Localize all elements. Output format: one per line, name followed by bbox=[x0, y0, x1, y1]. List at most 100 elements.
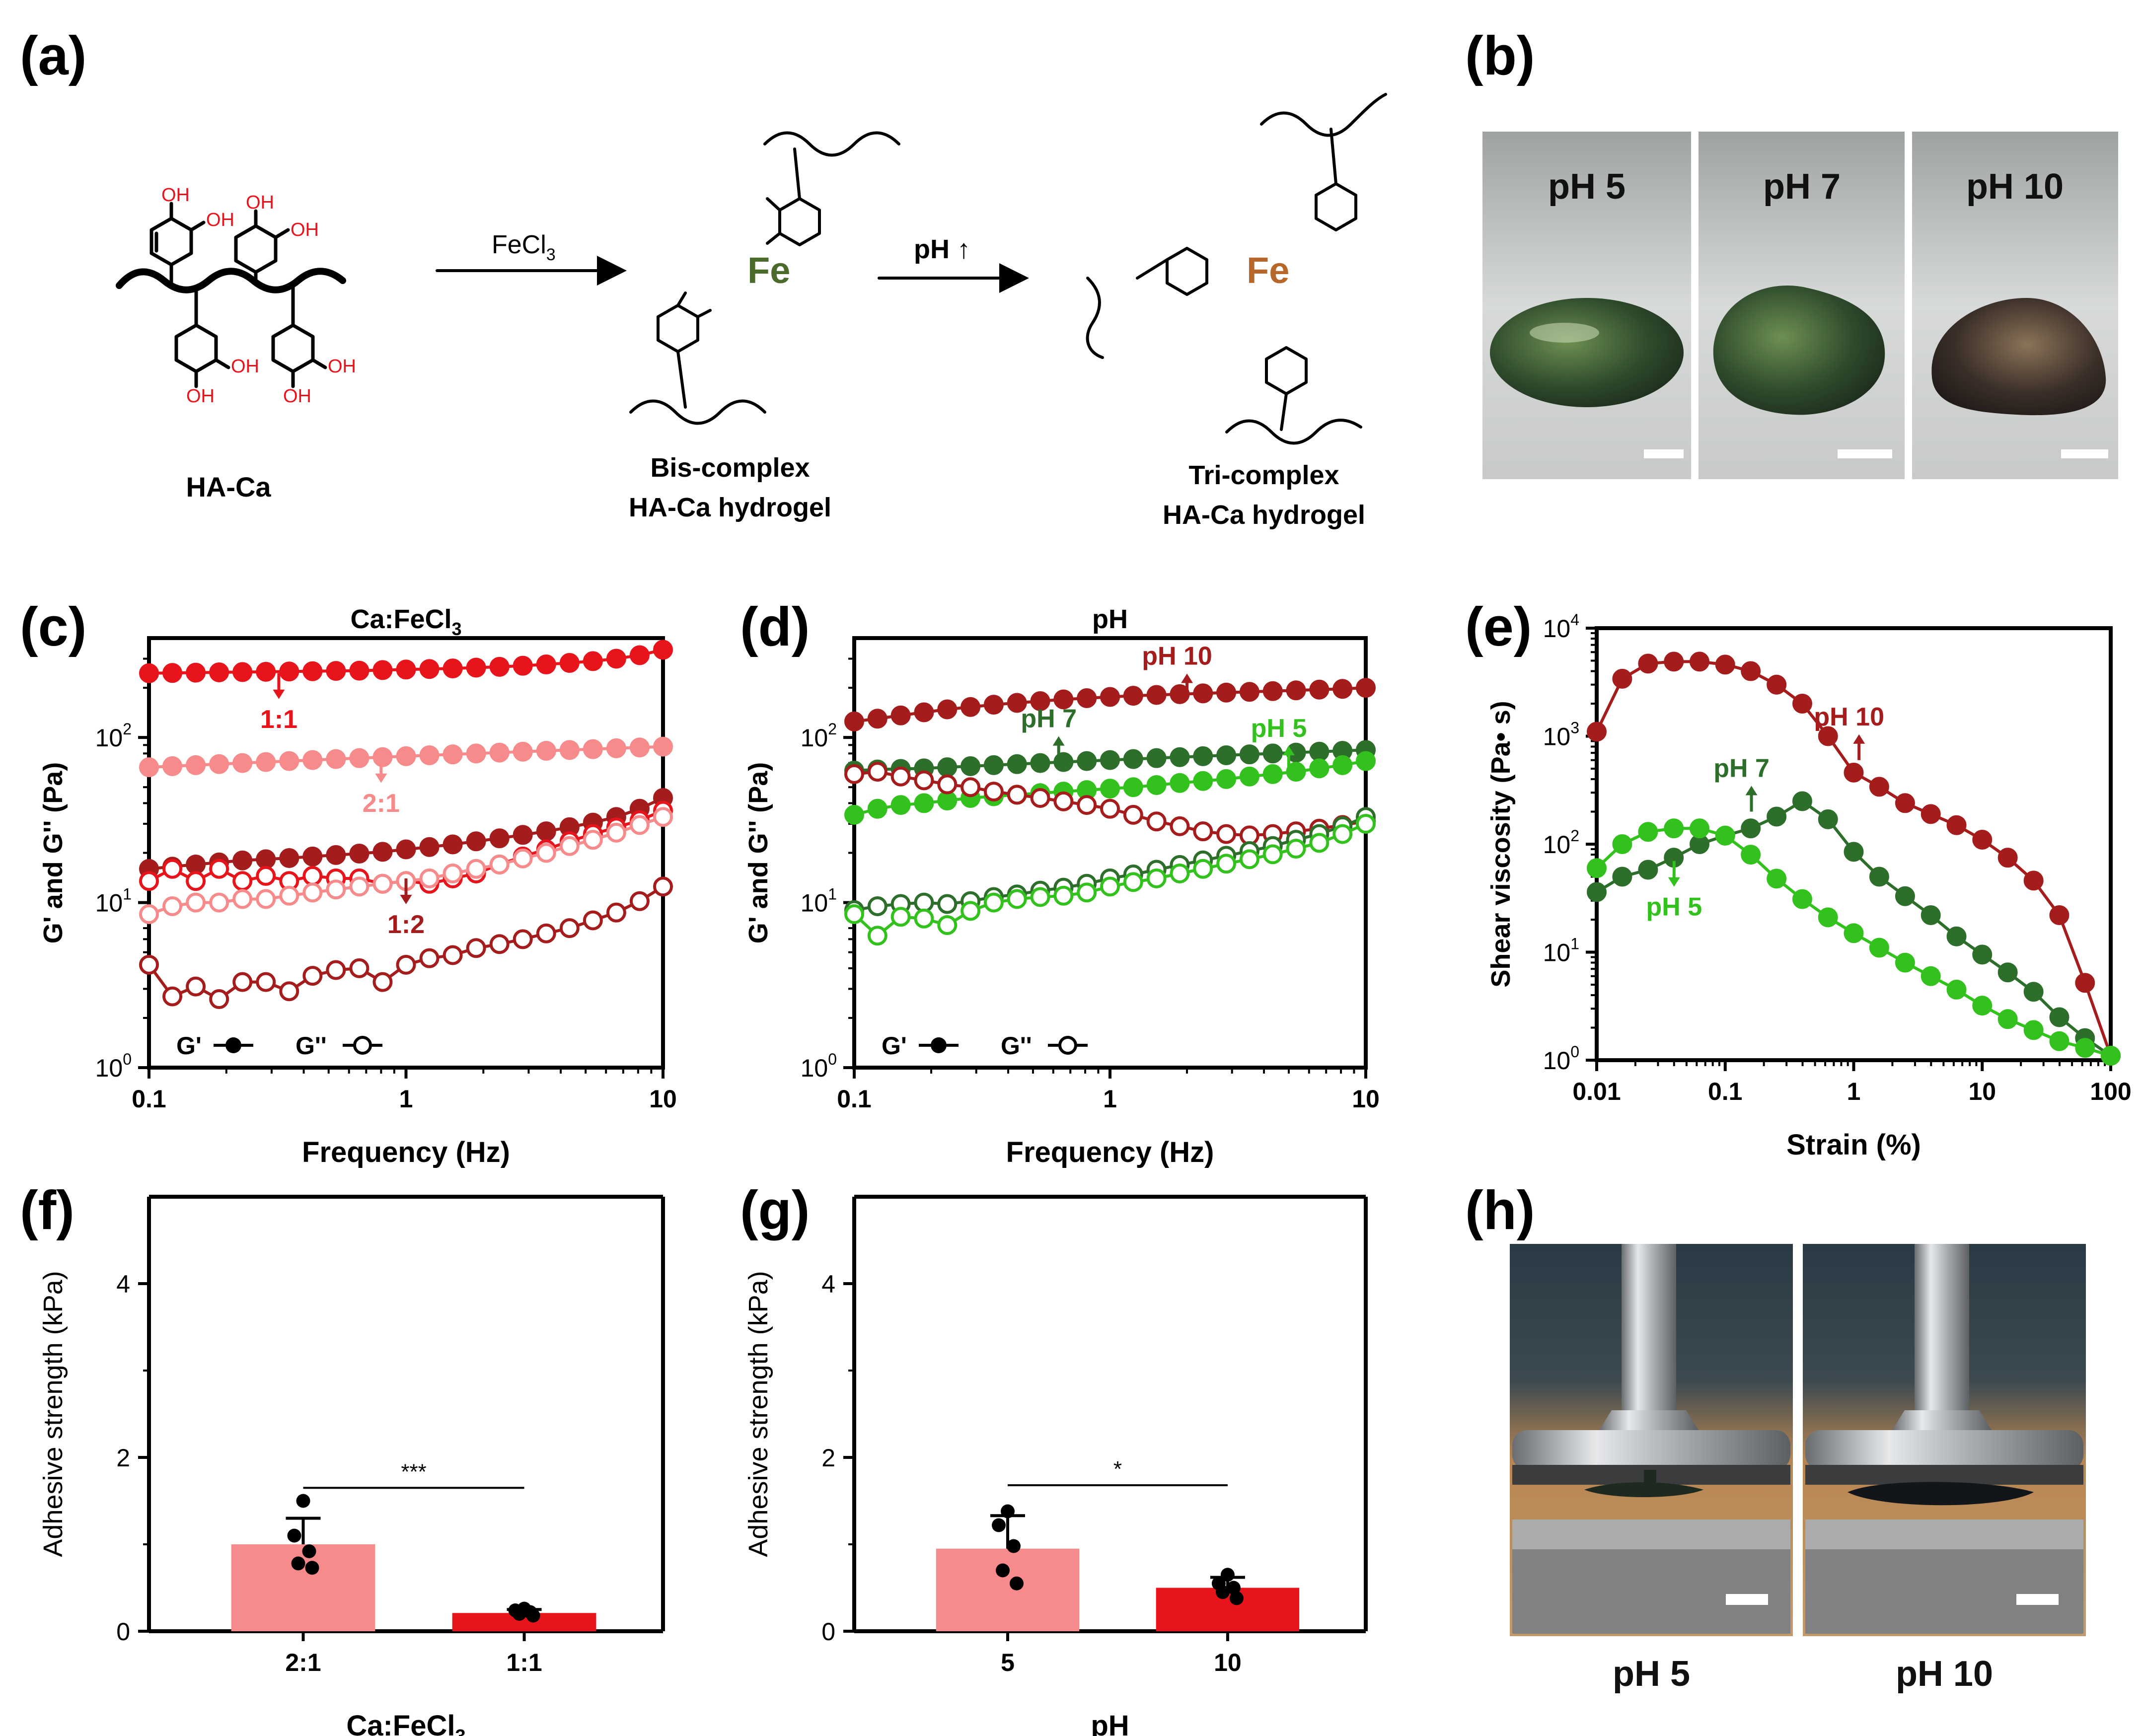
data-point bbox=[232, 850, 253, 870]
fe-ion-bis: Fe bbox=[747, 250, 790, 291]
data-point bbox=[1030, 887, 1050, 907]
data-point bbox=[419, 868, 440, 888]
data-point bbox=[583, 739, 603, 759]
data-point bbox=[1741, 845, 1761, 865]
data-point bbox=[209, 859, 229, 879]
legend-label: G' bbox=[882, 1032, 907, 1060]
data-point bbox=[559, 918, 580, 939]
data-point bbox=[1972, 829, 1993, 850]
data-point bbox=[606, 649, 626, 669]
data-point bbox=[1100, 687, 1120, 707]
annotation-label: pH 7 bbox=[1021, 705, 1077, 733]
data-point bbox=[162, 986, 183, 1007]
data-point bbox=[1587, 858, 1607, 878]
data-point bbox=[1100, 876, 1120, 897]
data-point bbox=[1356, 678, 1376, 698]
data-point bbox=[867, 762, 887, 782]
photo-ph10: pH 10 bbox=[1912, 132, 2118, 479]
data-point bbox=[1001, 1504, 1015, 1519]
oh-label: OH bbox=[186, 386, 215, 407]
data-point bbox=[1921, 804, 1941, 824]
data-point bbox=[1612, 668, 1632, 689]
data-point bbox=[1895, 886, 1915, 906]
photo-ph5: pH 5 bbox=[1482, 132, 1691, 479]
photo-label: pH 10 bbox=[1966, 167, 2064, 207]
y-axis-label: G' and G'' (Pa) bbox=[743, 762, 773, 944]
data-point bbox=[536, 821, 556, 842]
y-tick-label: 4 bbox=[116, 1270, 130, 1298]
data-point bbox=[937, 894, 958, 914]
data-point bbox=[1818, 726, 1838, 746]
data-point bbox=[1215, 1585, 1230, 1599]
data-point bbox=[1053, 689, 1074, 710]
photo-label: pH 5 bbox=[1613, 1654, 1690, 1694]
bar bbox=[231, 1544, 375, 1631]
data-point bbox=[1170, 747, 1190, 767]
data-point bbox=[914, 793, 934, 813]
data-point bbox=[1997, 1009, 2018, 1029]
data-point bbox=[1007, 754, 1027, 774]
data-point bbox=[302, 866, 323, 886]
data-point bbox=[1792, 889, 1812, 909]
data-point bbox=[419, 948, 440, 968]
annotation-label: 2:1 bbox=[363, 789, 400, 818]
annotation-label: 1:2 bbox=[387, 910, 425, 939]
data-point bbox=[606, 822, 626, 843]
data-point bbox=[162, 859, 183, 879]
data-point bbox=[559, 740, 580, 760]
data-point bbox=[279, 885, 299, 906]
catechol-ring-3 bbox=[174, 287, 230, 388]
data-point bbox=[139, 871, 159, 891]
legend-label: G'' bbox=[1001, 1032, 1032, 1060]
data-point bbox=[1100, 798, 1120, 819]
data-point bbox=[1792, 694, 1812, 714]
data-point bbox=[186, 892, 206, 913]
photo-h-ph10: pH 10 bbox=[1803, 1244, 2086, 1694]
ha-ca-label: HA-Ca bbox=[186, 471, 271, 503]
photo-label: pH 5 bbox=[1548, 167, 1626, 207]
data-point bbox=[349, 748, 369, 768]
x-tick-label: 10 bbox=[1214, 1649, 1242, 1676]
data-point bbox=[1741, 818, 1761, 839]
data-point bbox=[914, 892, 934, 913]
data-point bbox=[1869, 777, 1889, 797]
data-point bbox=[1921, 905, 1941, 926]
data-point bbox=[983, 695, 1004, 715]
x-tick-label: 2:1 bbox=[285, 1649, 321, 1676]
x-axis-label: Strain (%) bbox=[1786, 1129, 1921, 1161]
chart-title: pH bbox=[1092, 604, 1128, 634]
y-tick-label: 102 bbox=[801, 720, 837, 752]
fe-ion-tri: Fe bbox=[1247, 250, 1289, 291]
data-point bbox=[232, 662, 253, 682]
data-point bbox=[256, 866, 276, 886]
data-point bbox=[844, 804, 864, 825]
data-point bbox=[1010, 1576, 1024, 1591]
data-point bbox=[1638, 653, 1658, 674]
data-point bbox=[302, 1544, 316, 1558]
data-point bbox=[867, 798, 887, 819]
x-tick-label: 1 bbox=[1103, 1085, 1117, 1113]
data-point bbox=[1077, 751, 1097, 771]
data-point bbox=[937, 757, 958, 778]
data-point bbox=[1239, 766, 1259, 787]
data-point bbox=[992, 1518, 1006, 1532]
data-point bbox=[232, 871, 253, 891]
data-point bbox=[372, 747, 393, 767]
data-point bbox=[1792, 791, 1812, 811]
significance-label: *** bbox=[401, 1459, 426, 1484]
data-point bbox=[1997, 962, 2018, 983]
data-point bbox=[466, 859, 486, 879]
data-point bbox=[1262, 743, 1283, 764]
data-point bbox=[513, 825, 533, 845]
data-point bbox=[513, 848, 533, 868]
data-point bbox=[1170, 864, 1190, 884]
oh-label: OH bbox=[206, 210, 234, 230]
data-point bbox=[1146, 868, 1167, 888]
data-point bbox=[1309, 758, 1330, 779]
x-tick-label: 1 bbox=[399, 1085, 413, 1113]
data-point bbox=[1332, 824, 1353, 844]
panel-label-c: (c) bbox=[20, 596, 86, 657]
annotation-arrowhead bbox=[1282, 746, 1295, 756]
data-point bbox=[1123, 872, 1143, 892]
